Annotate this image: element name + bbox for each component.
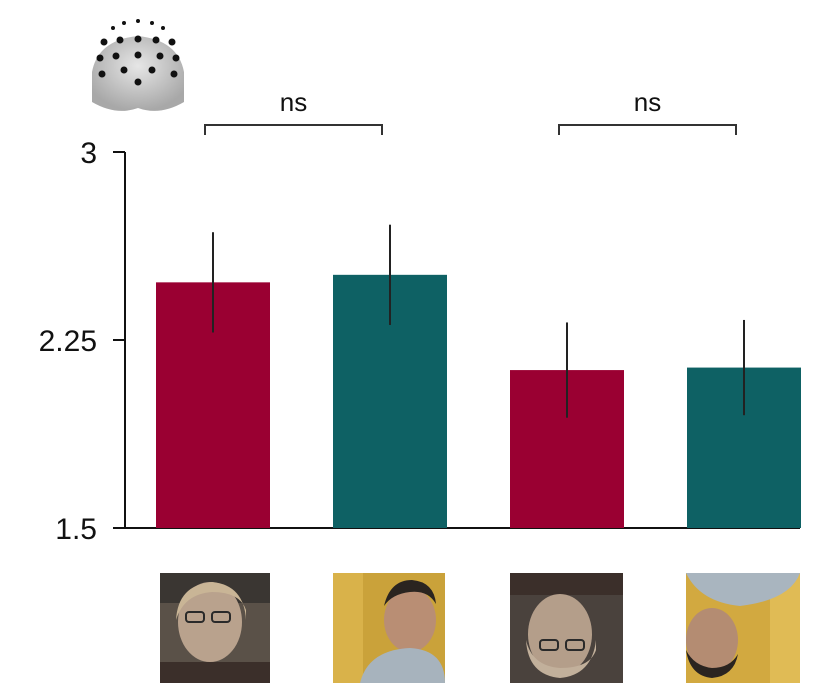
y-ticks: 1.5 2.25 3 [39,137,125,546]
error-bars [212,224,745,418]
significance-bracket [558,124,737,135]
significance-label: ns [280,87,307,117]
bars [156,274,801,528]
upright-face-man-photo-icon [333,573,445,683]
y-tick-label: 1.5 [55,513,97,546]
inverted-face-man-photo-icon [686,573,800,683]
y-tick-label: 3 [80,137,97,170]
upright-face-woman-photo-icon [160,573,270,683]
category-images [160,573,800,683]
eeg-electrode-head-icon [92,19,184,111]
y-tick-label: 2.25 [39,325,97,358]
significance-label: ns [634,87,661,117]
significance-brackets: ns ns [204,87,737,135]
significance-bracket [204,124,383,135]
inverted-face-woman-photo-icon [510,573,623,683]
